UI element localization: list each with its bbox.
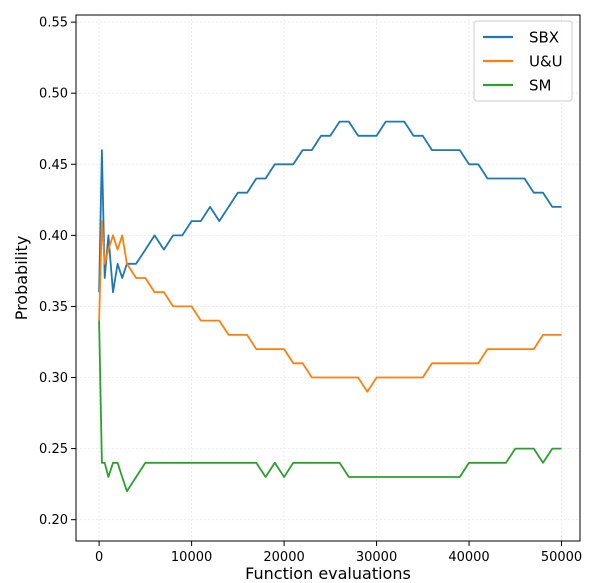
y-axis: 0.20 0.25 0.30 0.35 0.40 0.45 0.50 0.55 [39,16,76,528]
legend: SBX U&U SM [473,20,573,102]
y-tick-label: 0.50 [39,87,68,102]
series-line-sbx [98,120,562,294]
y-tick-label: 0.55 [39,16,68,31]
y-tick-label: 0.25 [39,442,68,457]
legend-label: SM [529,77,551,95]
x-tick-label: 20000 [263,550,304,565]
x-tick-label: 30000 [356,550,397,565]
x-tick-label: 50000 [541,550,582,565]
y-tick-label: 0.20 [39,513,68,528]
x-axis-label: Function evaluations [245,564,411,583]
series-line-u-u [98,220,562,393]
x-tick-label: 10000 [171,550,212,565]
legend-label: U&U [529,53,563,71]
plot-frame [75,14,581,542]
plot-series [98,120,562,493]
y-axis-label: Probability [12,236,31,321]
y-tick-label: 0.35 [39,300,68,315]
x-tick-label: 0 [95,550,103,565]
legend-label: SBX [529,29,559,47]
y-tick-label: 0.30 [39,371,68,386]
series-line-sm [98,320,562,493]
x-axis: 0 10000 20000 30000 40000 50000 [95,541,582,565]
y-tick-label: 0.40 [39,229,68,244]
x-tick-label: 40000 [448,550,489,565]
legend-box [473,20,573,102]
y-tick-label: 0.45 [39,158,68,173]
